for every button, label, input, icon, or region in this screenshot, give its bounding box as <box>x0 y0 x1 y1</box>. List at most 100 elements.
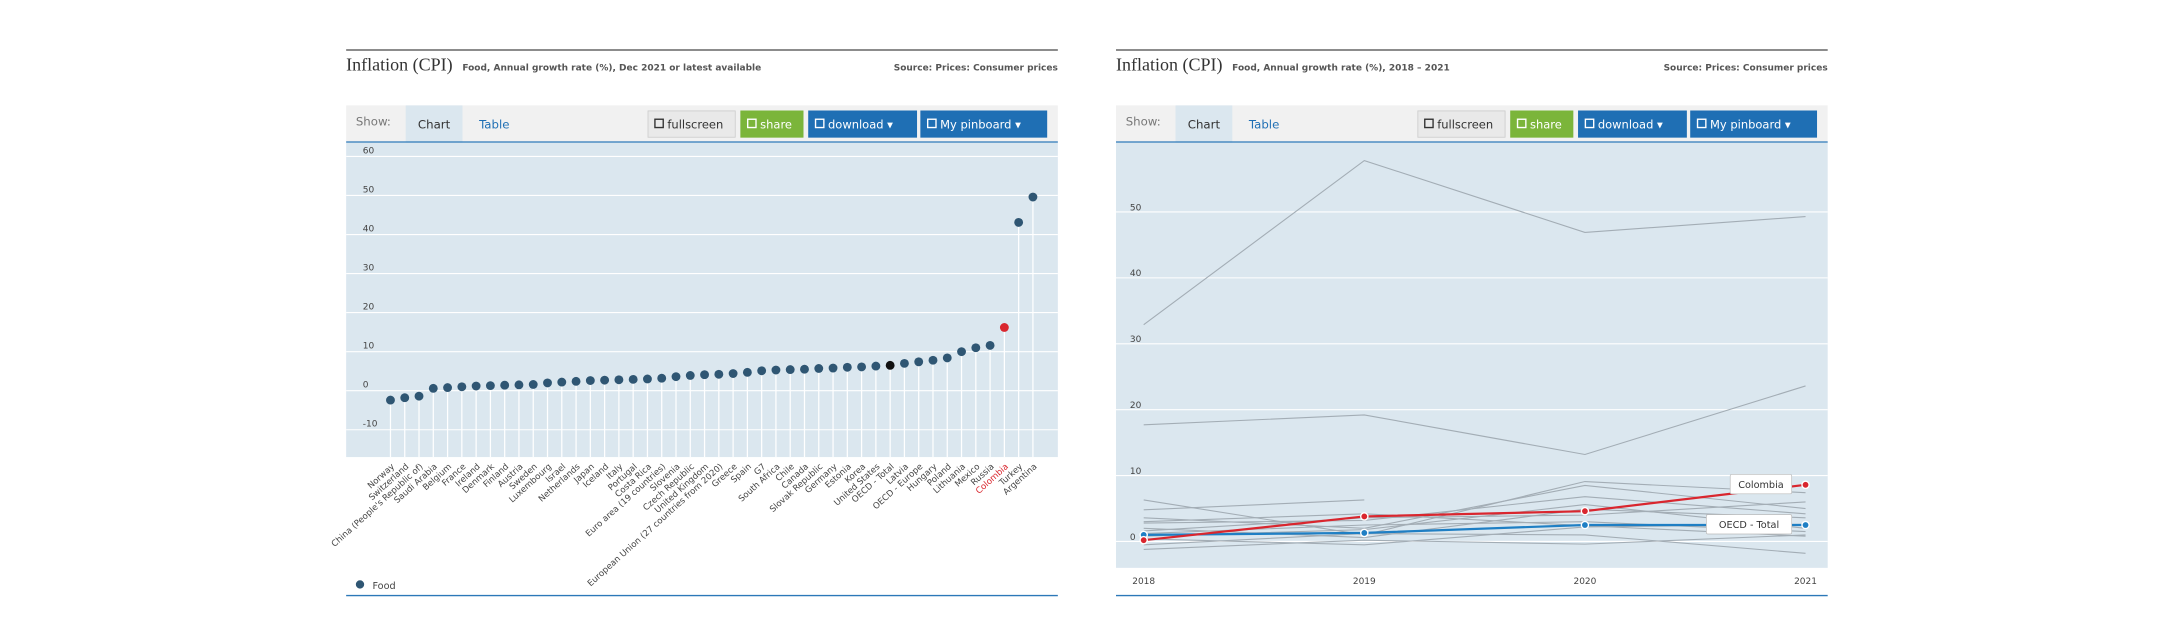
series-point <box>1801 480 1810 490</box>
dot <box>742 367 752 377</box>
series-label-box <box>1729 474 1793 495</box>
dot <box>585 376 595 385</box>
button-label[interactable]: fullscreen <box>667 117 723 131</box>
legend-label: Food <box>372 581 395 592</box>
download-button[interactable] <box>808 110 918 138</box>
y-tick-label: 0 <box>1130 533 1136 543</box>
y-tick-label: 0 <box>363 381 369 391</box>
dot <box>857 362 867 372</box>
y-tick-label: 30 <box>363 264 375 274</box>
button-label[interactable]: download ▾ <box>1598 117 1663 131</box>
dot <box>942 353 952 363</box>
tab[interactable]: Chart <box>1188 117 1221 131</box>
dot <box>571 376 581 386</box>
series-point <box>1139 535 1148 545</box>
x-tick-label: 2020 <box>1573 577 1596 587</box>
series-label-box <box>1706 514 1793 535</box>
plot-area <box>346 142 1058 458</box>
button-icon <box>1516 118 1527 129</box>
dot <box>914 357 924 367</box>
series-label: OECD - Total <box>1719 520 1779 531</box>
background-line <box>1143 499 1365 511</box>
dot <box>1014 217 1024 227</box>
button-icon <box>1584 118 1595 129</box>
button-label[interactable]: share <box>760 117 792 131</box>
dot <box>900 358 909 368</box>
dot <box>685 371 695 380</box>
button-icon <box>814 118 825 129</box>
dot <box>971 343 981 353</box>
chart-title: Inflation (CPI) <box>1116 55 1222 76</box>
y-tick-label: 40 <box>1130 269 1142 279</box>
button-icon <box>1424 118 1434 129</box>
pinboard-button[interactable] <box>920 110 1048 138</box>
background-line <box>1143 533 1806 554</box>
chart-subtitle: Food, Annual growth rate (%), 2018 – 202… <box>1232 64 1450 74</box>
series-label: Colombia <box>1738 480 1784 491</box>
series-point <box>1360 528 1369 538</box>
y-tick-label: 30 <box>1130 335 1142 345</box>
show-label: Show: <box>1126 115 1161 129</box>
dot <box>714 369 724 379</box>
y-tick-label: 20 <box>363 303 375 313</box>
source: Source: Prices: Consumer prices <box>1664 64 1828 74</box>
x-tick-label: 2021 <box>1794 577 1817 587</box>
y-tick-label: -10 <box>363 420 378 430</box>
dot <box>757 366 767 376</box>
share-button[interactable] <box>1510 110 1574 138</box>
y-tick-label: 50 <box>1130 203 1142 213</box>
series-line <box>1143 483 1806 542</box>
dot <box>514 380 524 390</box>
button-label[interactable]: My pinboard ▾ <box>1710 117 1791 131</box>
button-label[interactable]: fullscreen <box>1437 117 1493 131</box>
dot <box>628 374 638 384</box>
dot <box>528 380 538 389</box>
dot <box>999 323 1009 332</box>
background-line <box>1143 534 1806 550</box>
dot <box>400 393 410 403</box>
dot <box>800 364 809 374</box>
y-tick-label: 10 <box>363 342 375 352</box>
share-button[interactable] <box>740 110 804 138</box>
tab[interactable]: Table <box>478 117 509 131</box>
x-tick-label: 2018 <box>1132 577 1155 587</box>
button-label[interactable]: share <box>1530 117 1562 131</box>
button-label[interactable]: My pinboard ▾ <box>940 117 1021 131</box>
dot <box>957 347 966 357</box>
dot <box>386 395 395 405</box>
tab[interactable]: Table <box>1248 117 1279 131</box>
chart-subtitle: Food, Annual growth rate (%), Dec 2021 o… <box>462 64 761 74</box>
series-point <box>1360 512 1369 521</box>
series-point <box>1580 506 1590 516</box>
dot <box>485 381 495 391</box>
dot <box>928 355 938 365</box>
source: Source: Prices: Consumer prices <box>894 64 1058 74</box>
button-label[interactable]: download ▾ <box>828 117 893 131</box>
y-tick-label: 50 <box>363 185 375 195</box>
download-button[interactable] <box>1578 110 1687 138</box>
pinboard-button[interactable] <box>1690 110 1818 138</box>
background-line <box>1143 159 1806 326</box>
dot <box>500 380 510 390</box>
dot <box>600 375 610 385</box>
dot <box>471 381 481 391</box>
legend-marker <box>355 580 365 589</box>
dot <box>700 370 709 380</box>
y-tick-label: 10 <box>1130 467 1142 477</box>
dot <box>728 369 738 378</box>
series-point <box>1580 520 1590 530</box>
button-icon <box>654 118 664 129</box>
dot <box>871 361 881 371</box>
tab-active <box>1175 105 1233 143</box>
dot <box>828 363 838 373</box>
y-tick-label: 60 <box>363 146 375 156</box>
dot <box>543 378 552 388</box>
tab[interactable]: Chart <box>418 117 451 131</box>
dot <box>842 362 852 372</box>
background-line <box>1143 385 1806 456</box>
dot <box>557 377 567 387</box>
dot <box>414 391 424 401</box>
tab-active <box>405 105 463 143</box>
series-line <box>1143 523 1806 536</box>
